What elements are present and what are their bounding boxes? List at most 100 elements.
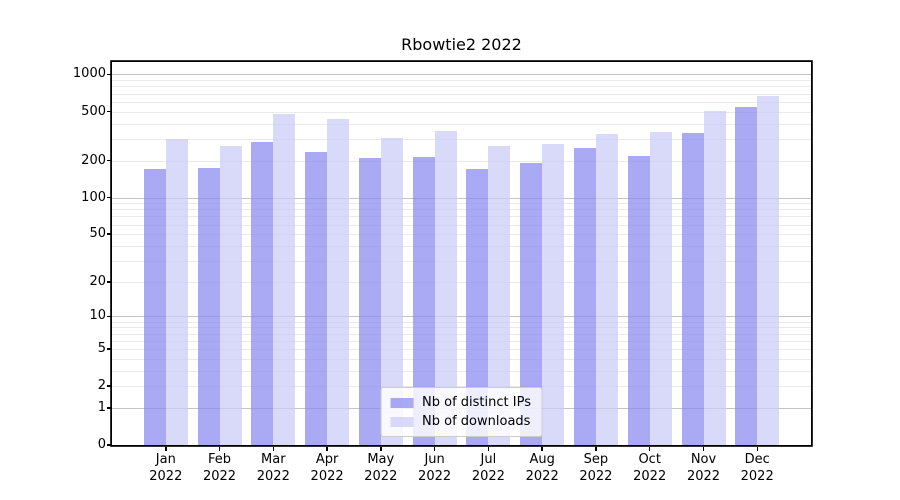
- y-axis-tick-label-1000: 1000: [72, 66, 106, 82]
- legend-swatch-distinct-ips: [390, 397, 414, 408]
- bar-ips-dec: [735, 107, 758, 445]
- x-axis-tick-mark-aug: [541, 447, 543, 451]
- gridline-4: [112, 358, 811, 360]
- y-axis-tick-mark-5: [107, 348, 111, 350]
- y-axis-tick-label-500: 500: [81, 103, 106, 119]
- bar-ips-jan: [143, 168, 166, 445]
- gridline-2: [112, 386, 811, 388]
- bar-downloads-dec: [757, 96, 780, 445]
- bar-downloads-apr: [327, 119, 350, 445]
- x-axis-tick-label-jun: Jun 2022: [418, 452, 452, 484]
- gridline-8: [112, 327, 811, 329]
- legend-item-distinct-ips: Nb of distinct IPs: [390, 393, 531, 412]
- x-axis-tick-mark-feb: [218, 447, 221, 451]
- gridline-900: [112, 80, 811, 82]
- bar-ips-aug: [520, 162, 543, 445]
- gridline-9: [112, 321, 811, 323]
- gridline-70: [112, 216, 811, 218]
- gridline-90: [112, 203, 811, 205]
- x-axis-tick-label-feb: Feb 2022: [202, 452, 237, 484]
- gridline-6: [112, 340, 811, 342]
- gridline-100: [112, 197, 811, 199]
- bar-downloads-feb: [219, 145, 242, 445]
- y-axis-tick-mark-200: [107, 159, 111, 162]
- x-axis-tick-label-oct: Oct 2022: [633, 452, 667, 484]
- gridline-800: [112, 86, 811, 88]
- x-axis-tick-label-aug: Aug 2022: [525, 452, 559, 484]
- y-axis-tick-mark-1000: [107, 73, 111, 76]
- y-axis-tick-mark-10: [107, 315, 111, 318]
- legend-item-downloads: Nb of downloads: [390, 412, 531, 431]
- gridline-80: [112, 209, 811, 211]
- y-axis-tick-label-50: 50: [89, 226, 106, 242]
- x-axis-tick-mark-may: [380, 447, 382, 451]
- x-axis-tick-mark-jan: [165, 447, 167, 451]
- x-axis-tick-mark-jun: [433, 447, 436, 451]
- bar-downloads-may: [380, 138, 403, 445]
- x-axis-tick-label-dec: Dec 2022: [740, 452, 774, 484]
- gridline-10: [112, 316, 811, 318]
- y-axis-tick-mark-0: [107, 444, 111, 446]
- x-axis-tick-label-mar: Mar 2022: [256, 452, 290, 484]
- bar-downloads-jan: [165, 139, 188, 445]
- bar-ips-oct: [627, 156, 650, 445]
- gridline-600: [112, 101, 811, 103]
- gridline-40: [112, 245, 811, 247]
- y-axis-tick-mark-50: [107, 233, 111, 235]
- legend-label-downloads: Nb of downloads: [422, 414, 531, 429]
- gridline-3: [112, 370, 811, 372]
- y-axis-tick-label-1: 1: [97, 399, 106, 415]
- y-axis-tick-mark-500: [107, 110, 111, 113]
- bar-ips-may: [358, 157, 381, 445]
- y-axis-tick-label-0: 0: [97, 437, 106, 452]
- y-axis-tick-label-5: 5: [97, 340, 106, 356]
- y-axis-tick-label-20: 20: [89, 273, 106, 289]
- gridline-1000: [112, 74, 811, 76]
- gridline-200: [112, 160, 811, 162]
- x-axis-tick-label-nov: Nov 2022: [686, 452, 721, 484]
- gridline-700: [112, 93, 811, 95]
- bar-downloads-jun: [434, 131, 457, 445]
- y-axis-tick-mark-20: [107, 281, 111, 283]
- bar-ips-feb: [197, 167, 220, 445]
- bar-downloads-mar: [273, 113, 296, 445]
- y-axis-tick-label-100: 100: [81, 189, 106, 205]
- x-axis-tick-mark-apr: [326, 447, 328, 451]
- gridline-400: [112, 123, 811, 125]
- bar-downloads-nov: [703, 110, 726, 445]
- bar-ips-jul: [466, 169, 489, 445]
- plot-area: Nb of distinct IPs Nb of downloads: [112, 62, 811, 445]
- bar-ips-mar: [251, 142, 274, 445]
- x-axis-tick-mark-nov: [702, 447, 705, 451]
- bar-downloads-aug: [542, 144, 565, 445]
- bar-ips-nov: [681, 133, 704, 445]
- gridline-300: [112, 138, 811, 140]
- bar-ips-apr: [305, 151, 328, 445]
- y-axis-tick-mark-2: [107, 385, 111, 387]
- gridline-30: [112, 260, 811, 262]
- bar-ips-jun: [412, 157, 435, 445]
- bar-downloads-jul: [488, 145, 511, 445]
- gridline-60: [112, 224, 811, 226]
- legend: Nb of distinct IPs Nb of downloads: [380, 387, 543, 437]
- gridline-5: [112, 348, 811, 350]
- y-axis-tick-label-2: 2: [97, 378, 106, 394]
- bar-downloads-sep: [595, 134, 618, 445]
- gridline-50: [112, 234, 811, 236]
- x-axis-tick-mark-dec: [756, 447, 758, 451]
- bar-ips-sep: [573, 147, 596, 445]
- chart-title: Rbowtie2 2022: [401, 35, 522, 54]
- legend-swatch-downloads: [390, 416, 414, 427]
- gridline-7: [112, 333, 811, 335]
- x-axis-tick-mark-jul: [487, 447, 490, 451]
- y-axis-tick-label-10: 10: [89, 308, 106, 324]
- legend-label-distinct-ips: Nb of distinct IPs: [422, 395, 531, 410]
- bar-downloads-oct: [649, 132, 672, 445]
- x-axis-tick-label-sep: Sep 2022: [579, 452, 613, 484]
- x-axis-tick-label-jan: Jan 2022: [149, 452, 183, 484]
- x-axis-tick-mark-mar: [272, 447, 275, 451]
- x-axis-tick-label-jul: Jul 2022: [471, 452, 505, 484]
- x-axis-tick-label-may: May 2022: [364, 452, 398, 484]
- gridline-20: [112, 281, 811, 283]
